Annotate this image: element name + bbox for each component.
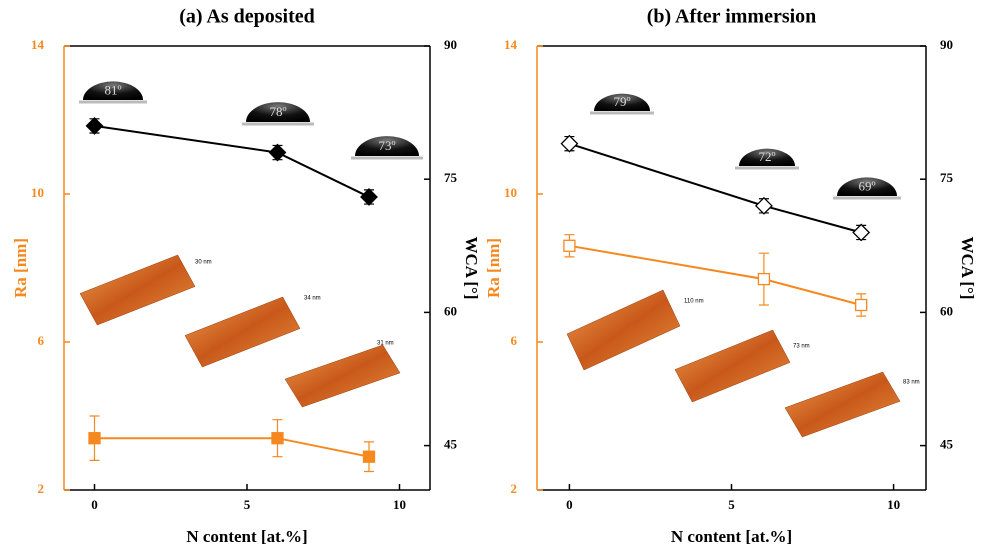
marker [272,433,283,444]
marker [87,118,103,134]
afm-image [785,372,900,437]
y-tick-label: 2 [38,481,45,496]
marker [89,433,100,444]
y2-tick-label: 75 [940,170,954,185]
afm-image [285,345,400,407]
droplet-substrate [735,167,799,170]
figure: (a) As depositedN content [at.%]Ra [nm]W… [0,0,981,552]
marker [361,189,377,205]
series-line [569,246,861,305]
y2-tick-label: 90 [940,37,953,52]
droplet-substrate [242,123,314,126]
marker [561,136,577,152]
marker [853,224,869,240]
series-line [569,144,861,233]
marker [270,145,286,161]
afm-image [185,297,300,367]
droplet-label: 79º [613,94,630,109]
droplet-label: 78º [269,104,286,119]
y2-tick-label: 90 [444,37,457,52]
y2-tick-label: 45 [940,437,954,452]
droplet-substrate [351,157,423,160]
afm-label: 73 nm [793,344,810,350]
x-axis-label: N content [at.%] [671,527,792,546]
x-tick-label: 0 [91,497,98,512]
droplet-label: 81º [104,83,121,98]
afm-label: 30 nm [195,260,212,266]
marker [756,198,772,214]
y2-tick-label: 60 [444,303,457,318]
droplet-label: 69º [858,179,875,194]
droplet-label: 72º [758,149,775,164]
x-tick-label: 5 [244,497,251,512]
y-tick-label: 14 [31,37,45,52]
y2-tick-label: 45 [444,437,458,452]
marker [364,451,375,462]
panel-title: (a) As deposited [179,6,315,28]
y2-axis-label: WCA [°] [958,237,977,300]
y-tick-label: 6 [38,333,45,348]
x-tick-label: 10 [887,497,900,512]
y-axis-label: Ra [nm] [11,238,30,298]
droplet-substrate [79,101,147,104]
afm-image [567,290,680,370]
y-tick-label: 6 [511,333,518,348]
afm-label: 34 nm [304,296,321,302]
series-line [95,126,370,197]
panel-title: (b) After immersion [647,6,817,28]
x-tick-label: 10 [393,497,406,512]
marker [856,300,867,311]
marker [758,274,769,285]
afm-label: 83 nm [903,380,920,386]
y-tick-label: 14 [504,37,518,52]
x-axis-label: N content [at.%] [186,527,307,546]
y-tick-label: 10 [31,185,44,200]
y-axis-label: Ra [nm] [484,238,503,298]
y2-axis-label: WCA [°] [462,237,481,300]
afm-image [675,330,790,402]
y-tick-label: 10 [504,185,517,200]
afm-label: 110 nm [684,299,704,305]
y2-tick-label: 75 [444,170,458,185]
x-tick-label: 0 [566,497,573,512]
droplet-label: 73º [378,138,395,153]
marker [564,240,575,251]
afm-label: 31 nm [377,341,394,347]
y2-tick-label: 60 [940,303,953,318]
droplet-substrate [590,112,654,115]
x-tick-label: 5 [728,497,735,512]
droplet-substrate [833,197,901,200]
series-line [95,438,370,457]
afm-image [80,255,195,325]
y-tick-label: 2 [511,481,518,496]
